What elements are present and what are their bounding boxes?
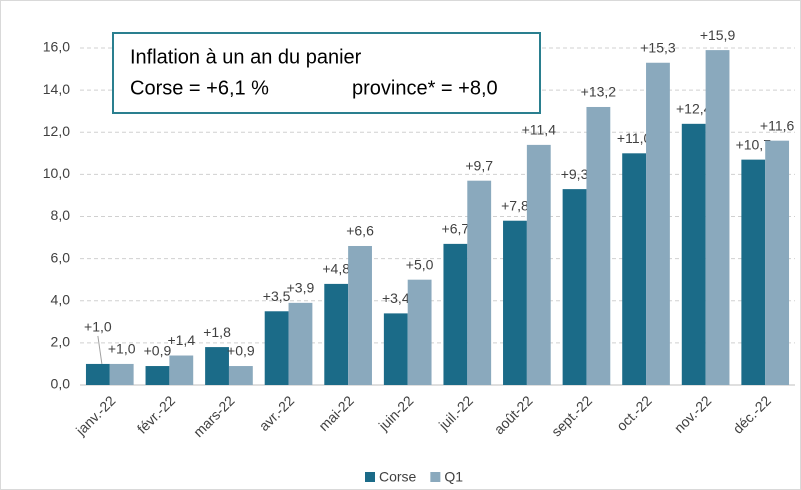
bar	[288, 302, 313, 385]
data-label: +0,9	[144, 343, 172, 359]
data-label: +1,0	[108, 341, 136, 357]
bar	[765, 140, 790, 385]
bar	[383, 313, 408, 385]
bar	[443, 243, 468, 385]
y-tick-label: 14,0	[43, 81, 70, 97]
y-tick-label: 8,0	[51, 207, 71, 223]
data-label: +7,8	[501, 197, 529, 213]
y-tick-label: 16,0	[43, 39, 70, 55]
bar	[705, 50, 730, 385]
bar	[407, 279, 432, 385]
data-label: +13,2	[581, 84, 617, 100]
data-label: +6,7	[442, 221, 470, 237]
data-label: +3,9	[287, 280, 315, 296]
annotation-box	[112, 32, 541, 114]
bar	[145, 366, 170, 385]
bar	[85, 363, 110, 385]
legend-label: Q1	[444, 469, 463, 485]
bar	[526, 144, 551, 385]
bar	[348, 245, 372, 385]
data-label: +11,6	[760, 117, 795, 133]
bar	[109, 363, 134, 385]
data-label: +1,8	[203, 324, 231, 340]
y-tick-label: 0,0	[51, 376, 71, 392]
y-tick-label: 10,0	[43, 165, 70, 181]
data-label: +9,3	[561, 166, 589, 182]
y-tick-label: 6,0	[51, 249, 71, 265]
y-tick-label: 4,0	[51, 291, 71, 307]
data-label: +1,0	[84, 319, 112, 335]
data-label: +9,7	[465, 157, 493, 173]
data-label: +4,8	[322, 261, 350, 277]
legend-swatch	[430, 472, 441, 482]
bar	[681, 123, 706, 385]
data-label: +11,4	[522, 122, 557, 138]
bar	[264, 311, 289, 385]
data-label: +15,3	[640, 39, 676, 55]
bar	[741, 159, 766, 385]
data-label: +15,9	[700, 27, 736, 43]
bar	[622, 153, 647, 385]
data-label: +11,0	[617, 130, 652, 146]
legend-label: Corse	[379, 469, 417, 485]
bar	[503, 220, 527, 385]
data-label: +3,5	[263, 288, 291, 304]
bar	[586, 106, 611, 385]
data-label: +3,4	[382, 290, 410, 306]
y-tick-label: 12,0	[43, 123, 70, 139]
data-label: +1,4	[167, 332, 195, 348]
bar	[646, 62, 670, 386]
data-label: +5,0	[406, 256, 434, 272]
bar	[467, 180, 492, 385]
data-label: +0,9	[227, 343, 255, 359]
leader-line	[97, 335, 103, 365]
bar	[324, 283, 349, 385]
data-label: +12,4	[676, 101, 712, 117]
annotation: Inflation à un an du panier	[130, 46, 362, 68]
y-tick-label: 2,0	[51, 334, 71, 350]
data-label: +6,6	[346, 223, 374, 239]
data-label: +10,7	[736, 136, 772, 152]
legend-swatch	[365, 472, 375, 482]
bar	[562, 189, 587, 385]
bar	[228, 366, 253, 385]
bar	[205, 347, 229, 385]
bar	[169, 355, 194, 385]
annotation: Corse = +6,1 %	[130, 77, 269, 99]
annotation: province* = +8,0	[352, 77, 498, 99]
